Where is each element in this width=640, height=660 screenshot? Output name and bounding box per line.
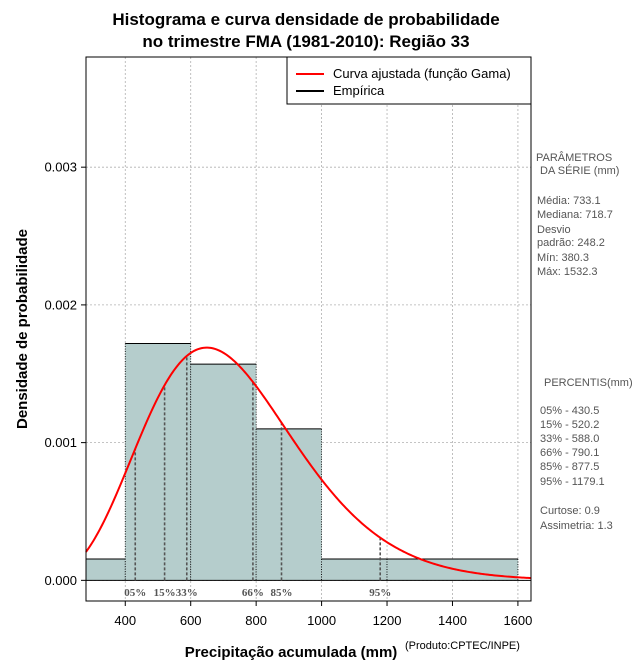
chart-title-line1: Histograma e curva densidade de probabil… xyxy=(112,10,499,29)
params-title-2: DA SÉRIE (mm) xyxy=(540,164,619,177)
y-tick-label: 0.001 xyxy=(44,435,77,450)
percentile-05: 05% - 430.5 xyxy=(540,405,599,417)
gamma-curve-group xyxy=(85,346,532,580)
x-axis-ticks: 400 600 800 1000 1200 1400 1600 xyxy=(114,601,532,628)
y-tick-label: 0.000 xyxy=(44,573,77,588)
percentile-66: 66% - 790.1 xyxy=(540,447,599,459)
percentile-95: 95% - 1179.1 xyxy=(540,476,605,488)
x-axis-title: Precipitação acumulada (mm) xyxy=(185,644,398,660)
percentile-marker-label: 95% xyxy=(369,587,391,599)
percentile-33: 33% - 588.0 xyxy=(540,433,599,445)
assimetria-value: Assimetria: 1.3 xyxy=(540,520,613,532)
x-tick-label: 800 xyxy=(245,613,267,628)
y-tick-label: 0.002 xyxy=(44,297,77,312)
params-title-1: PARÂMETROS xyxy=(536,151,612,164)
histogram-bar xyxy=(86,558,126,581)
x-tick-label: 1200 xyxy=(373,613,402,628)
histogram-bars xyxy=(85,342,531,581)
param-desvio-1: Desvio xyxy=(537,224,571,236)
x-tick-label: 1000 xyxy=(307,613,336,628)
param-desvio-2: padrão: 248.2 xyxy=(537,237,605,249)
param-mediana: Mediana: 718.7 xyxy=(537,209,613,221)
percentile-markers: 05% 15% 33% 66% 85% 95% xyxy=(124,355,391,599)
histogram-bar xyxy=(190,364,257,581)
legend-box xyxy=(286,56,532,105)
x-tick-label: 400 xyxy=(114,613,136,628)
param-min: Mín: 380.3 xyxy=(537,252,589,264)
x-tick-label: 1600 xyxy=(503,613,532,628)
histogram-bar xyxy=(256,428,322,581)
percentile-marker-label: 15% xyxy=(154,587,176,599)
legend-empirical-label: Empírica xyxy=(333,83,385,98)
param-max: Máx: 1532.3 xyxy=(537,266,598,278)
legend-curve-label: Curva ajustada (função Gama) xyxy=(333,66,511,81)
percentile-marker-label: 85% xyxy=(271,587,293,599)
legend: Curva ajustada (função Gama) Empírica xyxy=(286,56,532,105)
histogram-bar xyxy=(125,343,191,581)
gamma-curve xyxy=(85,346,532,580)
credit-label: (Produto:CPTEC/INPE) xyxy=(405,640,520,652)
x-tick-label: 600 xyxy=(180,613,202,628)
curtose-value: Curtose: 0.9 xyxy=(540,505,600,517)
y-tick-label: 0.003 xyxy=(44,160,77,175)
percentile-marker-label: 33% xyxy=(176,587,198,599)
percentile-85: 85% - 877.5 xyxy=(540,461,599,473)
percentile-marker-label: 05% xyxy=(124,587,146,599)
x-tick-label: 1400 xyxy=(438,613,467,628)
param-media: Média: 733.1 xyxy=(537,195,601,207)
percentiles-panel: PERCENTIS(mm) 05% - 430.5 15% - 520.2 33… xyxy=(540,377,633,532)
percentis-title: PERCENTIS(mm) xyxy=(544,377,633,389)
percentile-marker-label: 66% xyxy=(242,587,264,599)
y-axis-title: Densidade de probabilidade xyxy=(14,229,31,429)
y-axis-ticks: 0.000 0.001 0.002 0.003 xyxy=(44,160,86,588)
series-parameters-panel: PARÂMETROS DA SÉRIE (mm) Média: 733.1 Me… xyxy=(536,151,619,278)
percentile-15: 15% - 520.2 xyxy=(540,419,599,431)
histogram-bar xyxy=(321,558,388,581)
chart-title-line2: no trimestre FMA (1981-2010): Região 33 xyxy=(142,32,469,51)
